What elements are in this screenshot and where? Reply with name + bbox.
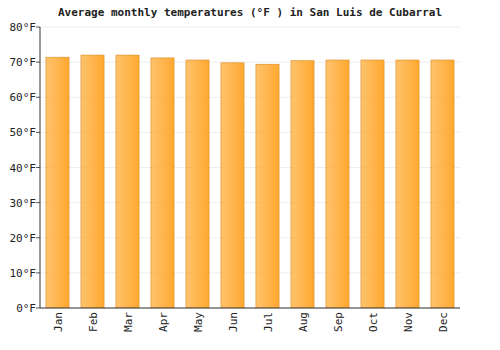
tick-mark	[36, 132, 40, 133]
bar	[221, 63, 244, 308]
x-tick-label: Jun	[227, 312, 240, 332]
bar	[431, 60, 454, 308]
y-axis	[40, 27, 41, 308]
chart: Average monthly temperatures (°F ) in Sa…	[0, 0, 500, 350]
grid-line	[40, 27, 460, 28]
x-tick-label: Nov	[402, 312, 415, 332]
tick-mark	[36, 202, 40, 203]
bar	[151, 58, 174, 308]
tick-mark	[36, 272, 40, 273]
tick-mark	[36, 27, 40, 28]
bar	[361, 60, 384, 308]
grid-line	[40, 308, 460, 309]
tick-mark	[36, 308, 40, 309]
tick-mark	[36, 237, 40, 238]
tick-mark	[36, 167, 40, 168]
bar	[291, 61, 314, 308]
y-tick-label: 10°F	[10, 267, 37, 280]
bar	[116, 55, 139, 308]
bar	[186, 60, 209, 308]
x-tick-label: Dec	[437, 312, 450, 332]
x-tick-label: Sep	[332, 312, 345, 332]
tick-mark	[36, 97, 40, 98]
y-tick-label: 60°F	[10, 91, 37, 104]
bar	[326, 60, 349, 308]
x-tick-label: Jul	[262, 312, 275, 332]
bars	[46, 55, 454, 308]
chart-root: Average monthly temperatures (°F ) in Sa…	[0, 0, 500, 350]
tick-mark	[36, 62, 40, 63]
y-tick-label: 30°F	[10, 197, 37, 210]
y-tick-label: 20°F	[10, 232, 37, 245]
x-tick-label: May	[192, 312, 205, 332]
y-tick-label: 50°F	[10, 126, 37, 139]
y-tick-label: 0°F	[16, 302, 36, 315]
bar	[81, 55, 104, 308]
bar	[46, 57, 69, 308]
bar	[396, 60, 419, 308]
x-tick-label: Feb	[87, 312, 100, 332]
x-axis	[40, 308, 460, 309]
title: Average monthly temperatures (°F ) in Sa…	[58, 6, 442, 19]
x-tick-label: Oct	[367, 312, 380, 332]
x-tick-label: Jan	[52, 312, 65, 332]
y-tick-label: 80°F	[10, 21, 37, 34]
y-tick-label: 40°F	[10, 162, 37, 175]
x-tick-label: Apr	[157, 312, 170, 332]
bar	[256, 64, 279, 308]
x-tick-label: Mar	[122, 312, 135, 332]
y-tick-label: 70°F	[10, 56, 37, 69]
x-tick-label: Aug	[297, 312, 310, 332]
